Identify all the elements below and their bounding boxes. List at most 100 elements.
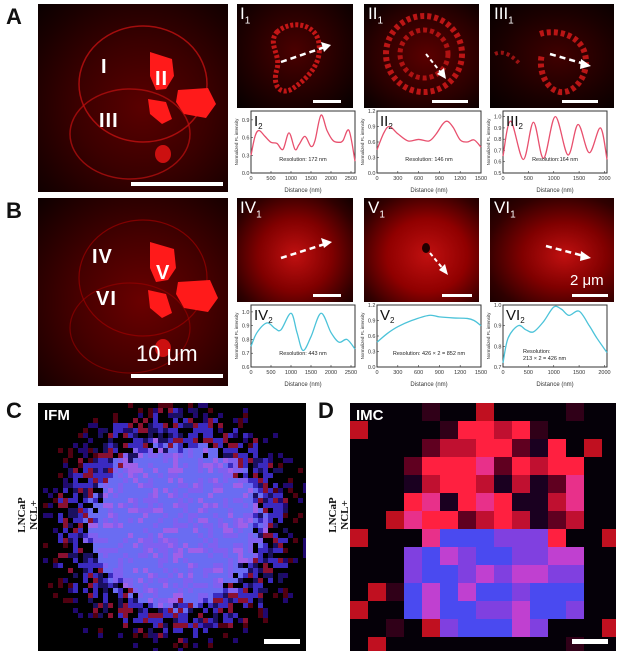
svg-text:Resolution: 172 nm: Resolution: 172 nm [279, 157, 327, 163]
svg-text:0: 0 [249, 176, 252, 182]
svg-text:0.3: 0.3 [242, 153, 250, 159]
svg-text:0.6: 0.6 [242, 365, 250, 371]
svg-text:0.7: 0.7 [242, 351, 250, 357]
svg-text:600: 600 [414, 176, 423, 182]
svg-text:500: 500 [524, 370, 533, 376]
svg-text:Normalized FL intensity: Normalized FL intensity [486, 312, 491, 360]
svg-text:0.9: 0.9 [242, 118, 250, 124]
inset-label-ii1: II1 [368, 4, 384, 27]
scale-bar [572, 639, 608, 644]
svg-text:0.8: 0.8 [242, 337, 250, 343]
svg-text:1500: 1500 [573, 176, 585, 182]
side-label-d: LNCaP NCL+ [327, 497, 351, 533]
imc-pixel-map [350, 403, 616, 651]
svg-text:0: 0 [249, 370, 252, 376]
chart-ii2: 0 300 600 900 1200 1500 0.0 0.3 0.6 0.9 1.2 Distanc… [360, 108, 488, 194]
svg-text:Resolution:: Resolution: [523, 349, 551, 355]
svg-text:1500: 1500 [475, 176, 487, 182]
svg-text:900: 900 [435, 370, 444, 376]
cell-structure-b [69, 219, 218, 374]
dashed-arrow-icon [494, 29, 591, 96]
chart-vi2: 0 500 1000 1500 2000 0.7 0.8 0.9 1.0 Distance (nm… [486, 302, 614, 388]
roi-label-v: V [156, 262, 171, 284]
svg-text:I2: I2 [254, 113, 263, 131]
scale-text-10um: 10 μm [136, 341, 198, 366]
scale-bar [562, 100, 598, 103]
mode-label-imc: IMC [356, 407, 384, 424]
roi-label-iv: IV [92, 246, 113, 268]
svg-text:0.7: 0.7 [494, 365, 502, 371]
roi-label-vi: VI [96, 288, 117, 310]
inset-ii1-image: II1 [364, 4, 479, 108]
svg-text:0.8: 0.8 [494, 137, 502, 143]
svg-text:0: 0 [501, 176, 504, 182]
scale-bar [264, 639, 300, 644]
panel-d-imc-image: IMC [350, 403, 616, 651]
scale-bar [572, 294, 608, 297]
scale-bar [432, 100, 468, 103]
roi-label-ii: II [155, 68, 169, 90]
svg-text:0.9: 0.9 [368, 125, 376, 131]
svg-text:0.8: 0.8 [494, 344, 502, 350]
dashed-arrow-icon [270, 22, 331, 94]
svg-text:1200: 1200 [454, 370, 466, 376]
svg-text:2000: 2000 [325, 370, 337, 376]
svg-text:0.6: 0.6 [368, 334, 376, 340]
svg-text:2500: 2500 [345, 176, 357, 182]
panel-c-ifm-image: IFM [38, 403, 306, 651]
svg-text:0.9: 0.9 [242, 324, 250, 330]
svg-text:300: 300 [393, 370, 402, 376]
svg-text:Normalized FL intensity: Normalized FL intensity [360, 118, 365, 166]
svg-text:213 × 2 = 426 nm: 213 × 2 = 426 nm [523, 356, 567, 362]
svg-text:500: 500 [524, 176, 533, 182]
svg-text:Normalized FL intensity: Normalized FL intensity [234, 312, 239, 360]
svg-text:2500: 2500 [345, 370, 357, 376]
svg-text:0.6: 0.6 [368, 140, 376, 146]
svg-text:Distance (nm): Distance (nm) [536, 188, 573, 194]
panel-a-cell-image: I II III [38, 4, 228, 192]
inset-label-iii1: III1 [494, 4, 514, 27]
svg-text:1000: 1000 [548, 370, 560, 376]
scale-bar [313, 100, 341, 103]
svg-text:500: 500 [266, 176, 275, 182]
line-chart-svg: 0 500 1000 1500 2000 0.5 0.6 0.7 0.8 0.9 1.0 Distan… [486, 110, 611, 194]
roi-label-i: I [101, 56, 108, 78]
dashed-arrow-icon [422, 243, 448, 275]
inset-iii1-image: III1 [490, 4, 614, 108]
svg-text:1.2: 1.2 [368, 303, 376, 309]
svg-text:0.0: 0.0 [242, 171, 250, 177]
svg-text:1500: 1500 [573, 370, 585, 376]
svg-text:0.9: 0.9 [368, 319, 376, 325]
svg-text:1.0: 1.0 [494, 115, 502, 121]
side-label-c: LNCaP NCL+ [16, 497, 40, 533]
svg-text:2000: 2000 [598, 370, 610, 376]
roi-label-iii: III [99, 110, 119, 132]
svg-text:Distance (nm): Distance (nm) [410, 382, 447, 388]
inset-label-vi1: VI1 [494, 198, 516, 221]
svg-text:Normalized FL intensity: Normalized FL intensity [234, 118, 239, 166]
svg-text:0.3: 0.3 [368, 156, 376, 162]
line-chart-svg: 0 500 1000 1500 2000 2500 0.6 0.7 0.8 0.9 1.0 Dista… [234, 304, 357, 388]
svg-text:1000: 1000 [285, 176, 297, 182]
svg-text:300: 300 [393, 176, 402, 182]
inset-vi1-image: VI1 2 μm [490, 198, 614, 302]
svg-text:Distance (nm): Distance (nm) [410, 188, 447, 194]
svg-text:Resolution: 426 × 2 = 852 nm: Resolution: 426 × 2 = 852 nm [393, 351, 466, 357]
line-chart-svg: 0 300 600 900 1200 1500 0.0 0.3 0.6 0.9 1.2 Distanc… [360, 303, 487, 388]
scale-bar [131, 374, 223, 378]
line-chart-svg: 0 500 1000 1500 2000 2500 0.0 0.3 0.6 0.9 Distance… [234, 110, 357, 194]
svg-text:1500: 1500 [305, 370, 317, 376]
inset-label-v1: V1 [368, 198, 385, 221]
svg-text:Distance (nm): Distance (nm) [284, 188, 321, 194]
scale-bar [313, 294, 341, 297]
line-chart-svg: 0 500 1000 1500 2000 0.7 0.8 0.9 1.0 Distance (nm… [486, 303, 611, 388]
inset-iv1-image: IV1 [237, 198, 353, 302]
panel-b-cell-image: IV V VI 10 μm [38, 198, 228, 386]
svg-text:Resolution: 146 nm: Resolution: 146 nm [405, 157, 453, 163]
dashed-arrow-icon [280, 238, 332, 260]
svg-text:0.7: 0.7 [494, 148, 502, 154]
panel-letter-c: C [6, 398, 22, 423]
svg-text:500: 500 [266, 370, 275, 376]
svg-text:1.0: 1.0 [242, 310, 250, 316]
inset-i1-image: I1 [237, 4, 353, 108]
